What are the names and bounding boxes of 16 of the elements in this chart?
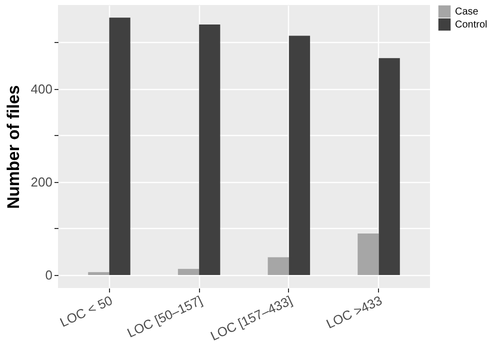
x-tick-label: LOC >433: [324, 292, 384, 332]
bar: [268, 257, 289, 275]
y-tick-label: 400: [30, 81, 52, 96]
bar: [199, 24, 220, 275]
legend-label: Case: [455, 6, 479, 18]
bar: [109, 18, 130, 275]
x-tick-label: LOC < 50: [58, 292, 115, 330]
y-tick-label: 0: [45, 267, 52, 282]
bar: [288, 36, 310, 275]
y-axis-title: Number of files: [4, 85, 23, 209]
bar: [358, 234, 379, 275]
legend-label: Control: [455, 20, 488, 30]
bar: [378, 58, 400, 275]
y-tick-label: 200: [30, 174, 52, 190]
bar: [88, 272, 110, 275]
bar: [178, 268, 200, 275]
